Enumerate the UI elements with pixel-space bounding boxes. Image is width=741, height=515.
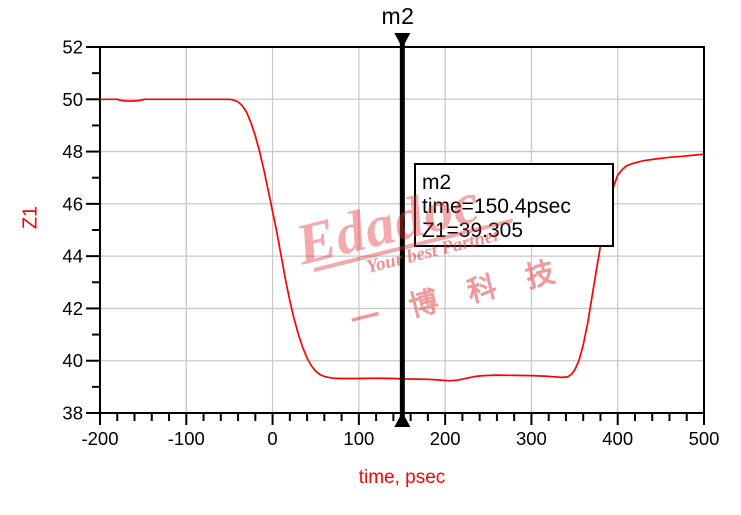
- marker-m2-label[interactable]: m2: [381, 3, 415, 29]
- x-tick-label: 100: [343, 428, 374, 449]
- marker-readout-line: time=150.4psec: [422, 195, 571, 218]
- x-tick-label: 0: [267, 428, 277, 449]
- y-tick-label: 46: [62, 193, 83, 214]
- x-axis-title: time, psec: [358, 467, 446, 488]
- y-tick-label: 52: [62, 37, 83, 58]
- marker-readout-box[interactable]: [414, 163, 614, 247]
- marker-readout-line: Z1=39.305: [422, 219, 523, 242]
- y-tick-label: 40: [62, 350, 83, 371]
- x-tick-label: 200: [430, 428, 461, 449]
- y-tick-label: 38: [62, 403, 83, 424]
- y-tick-label: 44: [62, 246, 83, 267]
- marker-m2-top-triangle-icon[interactable]: [394, 33, 411, 48]
- x-tick-label: -100: [168, 428, 205, 449]
- y-tick-label: 50: [62, 89, 83, 110]
- x-tick-label: -200: [81, 428, 118, 449]
- marker-readout-line: m2: [422, 171, 451, 194]
- x-tick-label: 300: [516, 428, 547, 449]
- marker-m2-bottom-triangle-icon[interactable]: [394, 412, 411, 427]
- x-tick-label: 400: [602, 428, 633, 449]
- y-tick-label: 42: [62, 298, 83, 319]
- y-axis-title: Z1: [19, 205, 42, 230]
- x-tick-label: 500: [689, 428, 720, 449]
- y-tick-label: 48: [62, 141, 83, 162]
